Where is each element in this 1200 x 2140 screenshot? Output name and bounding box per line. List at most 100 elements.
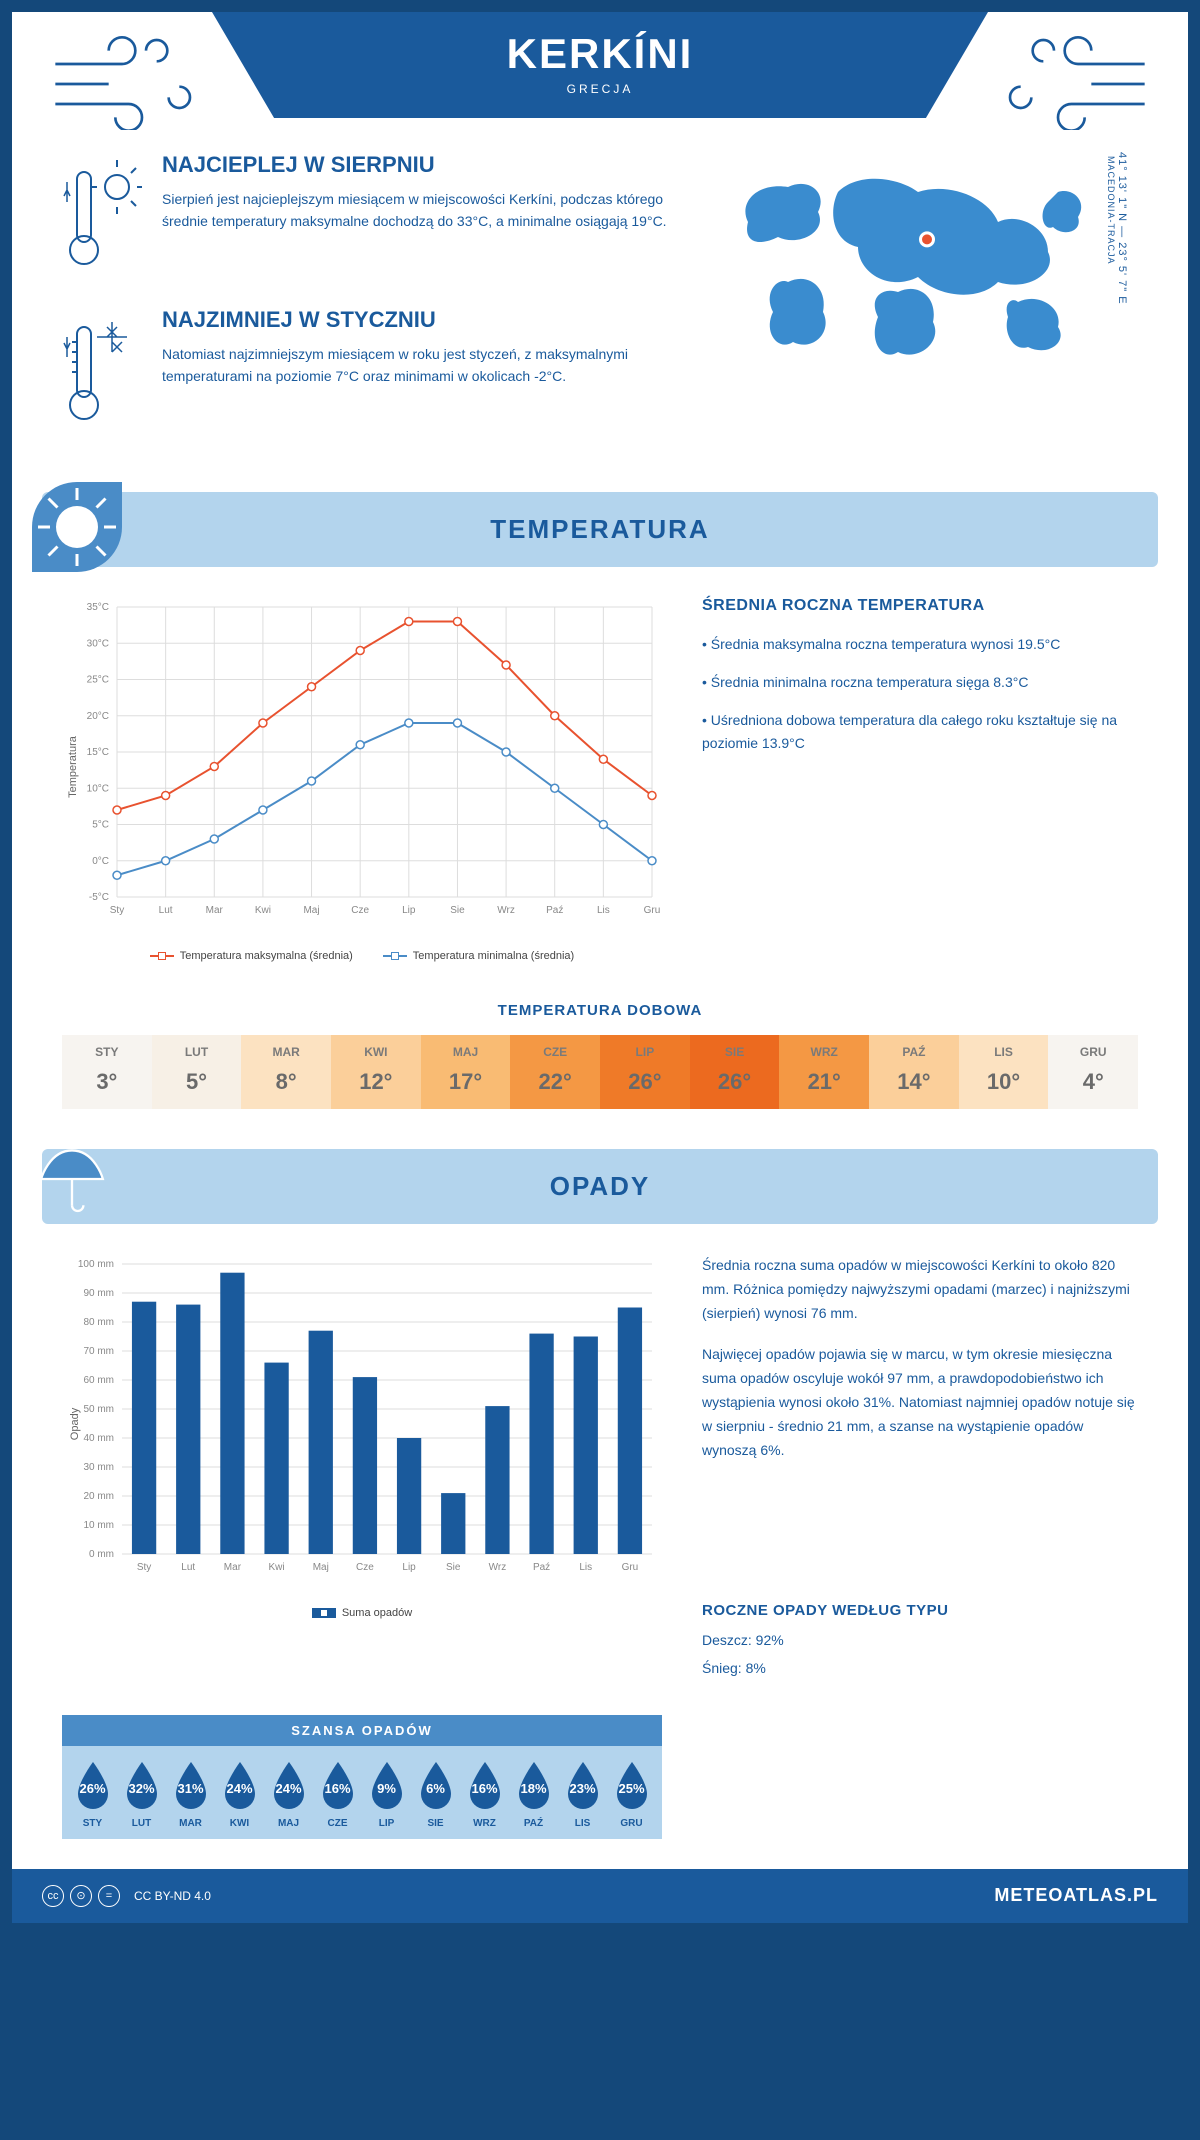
svg-text:10°C: 10°C — [87, 783, 109, 794]
svg-text:Gru: Gru — [644, 905, 661, 916]
daily-cell: MAR8° — [241, 1035, 331, 1109]
chance-cell: 31%MAR — [166, 1760, 215, 1829]
daily-grid: STY3°LUT5°MAR8°KWI12°MAJ17°CZE22°LIP26°S… — [62, 1035, 1138, 1109]
svg-text:30°C: 30°C — [87, 638, 109, 649]
precipitation-banner: OPADY — [42, 1149, 1158, 1224]
daily-cell: MAJ17° — [421, 1035, 511, 1109]
svg-text:Cze: Cze — [356, 1562, 374, 1573]
daily-title: TEMPERATURA DOBOWA — [12, 1002, 1188, 1019]
intro-section: NAJCIEPLEJ W SIERPNIU Sierpień jest najc… — [12, 132, 1188, 492]
svg-text:Lut: Lut — [181, 1562, 195, 1573]
chance-cell: 25%GRU — [607, 1760, 656, 1829]
svg-text:25°C: 25°C — [87, 675, 109, 686]
chance-cell: 16%CZE — [313, 1760, 362, 1829]
daily-cell: LIP26° — [600, 1035, 690, 1109]
svg-text:60 mm: 60 mm — [83, 1375, 114, 1386]
page: KERKÍNI GRECJA NAJCIEPLEJ W SIERPNIU Sie… — [12, 12, 1188, 1923]
cold-title: NAJZIMNIEJ W STYCZNIU — [162, 307, 678, 333]
location-title: KERKÍNI — [232, 30, 968, 78]
svg-text:90 mm: 90 mm — [83, 1288, 114, 1299]
precip-p1: Średnia roczna suma opadów w miejscowośc… — [702, 1254, 1138, 1325]
svg-text:70 mm: 70 mm — [83, 1346, 114, 1357]
svg-text:Lip: Lip — [402, 905, 416, 916]
annual-bullet: Średnia maksymalna roczna temperatura wy… — [702, 633, 1138, 657]
svg-text:80 mm: 80 mm — [83, 1317, 114, 1328]
svg-text:20°C: 20°C — [87, 711, 109, 722]
svg-text:Mar: Mar — [206, 905, 224, 916]
svg-text:Lis: Lis — [597, 905, 610, 916]
svg-text:Cze: Cze — [351, 905, 369, 916]
temperature-banner: TEMPERATURA — [42, 492, 1158, 567]
license-text: CC BY-ND 4.0 — [134, 1889, 211, 1903]
svg-text:10 mm: 10 mm — [83, 1520, 114, 1531]
daily-cell: PAŹ14° — [869, 1035, 959, 1109]
svg-text:100 mm: 100 mm — [78, 1259, 114, 1270]
coordinates: 41° 13' 1" N — 23° 5' 7" E MACEDONIA-TRA… — [1106, 152, 1128, 305]
svg-text:20 mm: 20 mm — [83, 1491, 114, 1502]
cold-text: Natomiast najzimniejszym miesiącem w rok… — [162, 343, 678, 388]
svg-text:35°C: 35°C — [87, 602, 109, 613]
chance-cell: 9%LIP — [362, 1760, 411, 1829]
svg-text:Lip: Lip — [402, 1562, 416, 1573]
temperature-chart: -5°C0°C5°C10°C15°C20°C25°C30°C35°CStyLut… — [62, 597, 662, 962]
wind-icon-left — [42, 32, 202, 122]
precip-p2: Najwięcej opadów pojawia się w marcu, w … — [702, 1343, 1138, 1462]
chance-panel: SZANSA OPADÓW 26%STY32%LUT31%MAR24%KWI24… — [62, 1715, 662, 1839]
svg-text:30 mm: 30 mm — [83, 1462, 114, 1473]
chance-cell: 23%LIS — [558, 1760, 607, 1829]
daily-cell: SIE26° — [690, 1035, 780, 1109]
chance-cell: 24%KWI — [215, 1760, 264, 1829]
annual-bullet: Średnia minimalna roczna temperatura się… — [702, 671, 1138, 695]
footer: cc ⊙ = CC BY-ND 4.0 METEOATLAS.PL — [12, 1869, 1188, 1923]
temperature-row: -5°C0°C5°C10°C15°C20°C25°C30°C35°CStyLut… — [12, 567, 1188, 992]
thermometer-hot-icon — [62, 152, 142, 277]
brand: METEOATLAS.PL — [994, 1885, 1158, 1906]
world-map: 41° 13' 1" N — 23° 5' 7" E MACEDONIA-TRA… — [718, 152, 1138, 462]
nd-icon: = — [98, 1885, 120, 1907]
cc-icon: cc — [42, 1885, 64, 1907]
svg-text:Sie: Sie — [450, 905, 465, 916]
svg-text:Sty: Sty — [110, 905, 124, 916]
svg-text:Paź: Paź — [533, 1562, 550, 1573]
chance-title: SZANSA OPADÓW — [62, 1715, 662, 1746]
svg-text:0 mm: 0 mm — [89, 1549, 114, 1560]
svg-text:Sie: Sie — [446, 1562, 461, 1573]
sun-icon — [32, 482, 122, 572]
location-country: GRECJA — [232, 82, 968, 96]
svg-text:Maj: Maj — [303, 905, 319, 916]
svg-text:40 mm: 40 mm — [83, 1433, 114, 1444]
license-icons: cc ⊙ = CC BY-ND 4.0 — [42, 1885, 211, 1907]
precipitation-row: 0 mm10 mm20 mm30 mm40 mm50 mm60 mm70 mm8… — [12, 1224, 1188, 1705]
wind-icon-right — [998, 32, 1158, 122]
chance-cell: 16%WRZ — [460, 1760, 509, 1829]
svg-text:0°C: 0°C — [92, 856, 109, 867]
by-icon: ⊙ — [70, 1885, 92, 1907]
chance-cell: 32%LUT — [117, 1760, 166, 1829]
thermometer-cold-icon — [62, 307, 142, 432]
svg-text:Sty: Sty — [137, 1562, 151, 1573]
hot-text: Sierpień jest najcieplejszym miesiącem w… — [162, 188, 678, 233]
chance-cell: 6%SIE — [411, 1760, 460, 1829]
daily-cell: LIS10° — [959, 1035, 1049, 1109]
svg-text:Lut: Lut — [159, 905, 173, 916]
precipitation-text: Średnia roczna suma opadów w miejscowośc… — [702, 1254, 1138, 1685]
svg-text:Temperatura: Temperatura — [67, 735, 79, 798]
svg-text:5°C: 5°C — [92, 820, 109, 831]
chance-cell: 26%STY — [68, 1760, 117, 1829]
daily-cell: KWI12° — [331, 1035, 421, 1109]
svg-text:Wrz: Wrz — [489, 1562, 507, 1573]
svg-text:Lis: Lis — [579, 1562, 592, 1573]
precipitation-legend: Suma opadów — [62, 1607, 662, 1619]
daily-cell: LUT5° — [152, 1035, 242, 1109]
svg-text:Mar: Mar — [224, 1562, 242, 1573]
hot-title: NAJCIEPLEJ W SIERPNIU — [162, 152, 678, 178]
temperature-annual: ŚREDNIA ROCZNA TEMPERATURA Średnia maksy… — [702, 597, 1138, 962]
daily-cell: GRU4° — [1048, 1035, 1138, 1109]
svg-text:Kwi: Kwi — [269, 1562, 285, 1573]
svg-text:Maj: Maj — [313, 1562, 329, 1573]
svg-text:Opady: Opady — [69, 1407, 81, 1440]
chance-cell: 18%PAŹ — [509, 1760, 558, 1829]
header: KERKÍNI GRECJA — [12, 12, 1188, 132]
hot-block: NAJCIEPLEJ W SIERPNIU Sierpień jest najc… — [62, 152, 678, 277]
daily-cell: CZE22° — [510, 1035, 600, 1109]
